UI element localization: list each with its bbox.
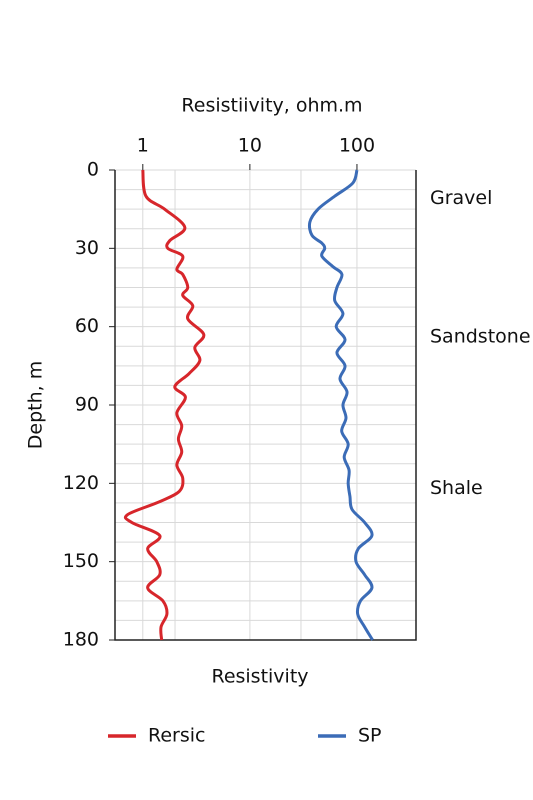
y-tick-label: 180 — [63, 629, 99, 651]
legend-label: Rersic — [148, 725, 205, 747]
lithology-label: Gravel — [430, 187, 492, 209]
axis-title-top: Resistiivity, ohm.m — [181, 95, 362, 117]
y-tick-label: 150 — [63, 550, 99, 572]
log-curve — [307, 169, 374, 641]
lithology-label: Shale — [430, 477, 483, 499]
log-curve — [123, 169, 206, 641]
lithology-label: Sandstone — [430, 326, 531, 348]
y-tick-label: 30 — [75, 237, 99, 259]
x-axis-label: Resistivity — [211, 666, 308, 688]
x-tick-label: 1 — [137, 135, 149, 157]
y-axis-label: Depth, m — [25, 361, 47, 449]
y-tick-label: 60 — [75, 315, 99, 337]
y-tick-label: 90 — [75, 394, 99, 416]
y-tick-label: 120 — [63, 472, 99, 494]
y-tick-label: 0 — [87, 159, 99, 181]
x-tick-label: 10 — [238, 135, 262, 157]
legend-label: SP — [358, 725, 382, 747]
x-tick-label: 100 — [339, 135, 375, 157]
